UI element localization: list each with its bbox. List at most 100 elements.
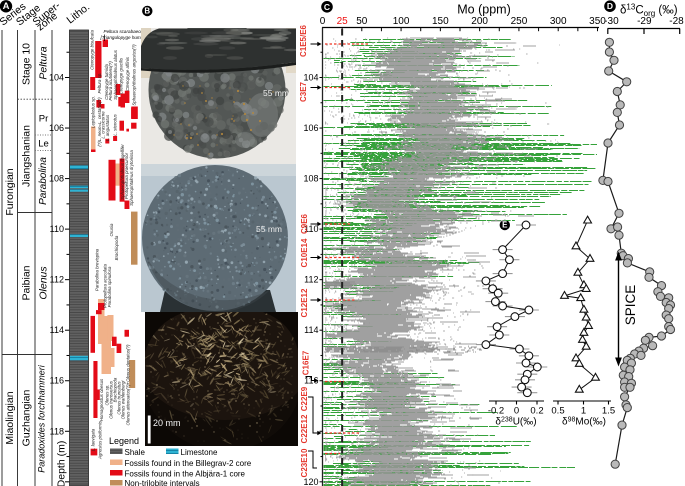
svg-text:Sphaerophtalmus drytonissa: Sphaerophtalmus drytonissa bbox=[129, 150, 134, 206]
svg-text:Parabolina: Parabolina bbox=[38, 157, 49, 205]
svg-text:-0.2: -0.2 bbox=[488, 406, 504, 417]
svg-text:(?)L. neun=L. cestatus(?): (?)L. neun=L. cestatus(?) bbox=[97, 97, 102, 147]
svg-text:Brachiopoda: Brachiopoda bbox=[112, 377, 117, 402]
svg-text:Parabolina spinulosa: Parabolina spinulosa bbox=[107, 266, 112, 307]
svg-text:Fossils found in the Billegrav: Fossils found in the Billegrav-2 core bbox=[125, 459, 252, 468]
svg-text:1.5: 1.5 bbox=[602, 406, 615, 417]
svg-text:106: 106 bbox=[49, 123, 64, 133]
svg-text:112: 112 bbox=[50, 275, 64, 285]
svg-text:B: B bbox=[144, 7, 150, 16]
svg-text:Ctenopyge affinis: Ctenopyge affinis bbox=[125, 56, 130, 91]
svg-text:300: 300 bbox=[550, 16, 567, 27]
svg-text:Miaolingian: Miaolingian bbox=[4, 391, 16, 444]
svg-text:Furongian: Furongian bbox=[4, 168, 16, 215]
svg-text:100: 100 bbox=[393, 16, 410, 27]
svg-text:118: 118 bbox=[50, 426, 64, 436]
svg-text:Sphaerophthalmus alatus: Sphaerophthalmus alatus bbox=[113, 49, 118, 100]
svg-text:Ctenopyge bisulcata: Ctenopyge bisulcata bbox=[90, 30, 95, 70]
svg-text:L. crassicorne: L. crassicorne bbox=[100, 111, 105, 139]
svg-text:C12E12: C12E12 bbox=[300, 288, 309, 317]
svg-text:Paradoxides forchhammeri: Paradoxides forchhammeri bbox=[37, 364, 47, 473]
svg-text:Mo (ppm): Mo (ppm) bbox=[457, 3, 510, 17]
svg-text:δ238U(‰): δ238U(‰) bbox=[495, 417, 536, 428]
svg-text:L. laevigata: L. laevigata bbox=[91, 428, 96, 451]
svg-text:55 mm: 55 mm bbox=[263, 88, 289, 98]
svg-text:104: 104 bbox=[303, 73, 318, 83]
svg-text:0.5: 0.5 bbox=[551, 406, 564, 417]
svg-text:C1E5/E6: C1E5/E6 bbox=[299, 24, 308, 57]
svg-text:108: 108 bbox=[303, 174, 318, 184]
svg-text:C22E9: C22E9 bbox=[300, 386, 309, 411]
svg-text:Peltura scarabaeoides: Peltura scarabaeoides bbox=[104, 29, 150, 34]
svg-text:Olenus attenuatus(?)+Olenus de: Olenus attenuatus(?)+Olenus dentatus(?) bbox=[126, 344, 131, 425]
svg-text:Leptoplastus sp.: Leptoplastus sp. bbox=[90, 96, 95, 128]
svg-text:Stage 10: Stage 10 bbox=[20, 43, 32, 85]
svg-text:106: 106 bbox=[303, 123, 318, 133]
svg-text:Homagnostus obesus: Homagnostus obesus bbox=[99, 378, 104, 421]
svg-text:Legend: Legend bbox=[109, 436, 139, 446]
svg-text:Olenus truncatus: Olenus truncatus bbox=[116, 381, 121, 415]
svg-text:Non-trilobite intervals: Non-trilobite intervals bbox=[125, 479, 200, 486]
svg-text:D: D bbox=[607, 1, 613, 11]
svg-text:Depth (m): Depth (m) bbox=[56, 441, 68, 486]
svg-text:C3E7: C3E7 bbox=[299, 81, 308, 102]
svg-text:1: 1 bbox=[581, 406, 586, 417]
svg-text:104: 104 bbox=[49, 73, 64, 83]
svg-text:Peltura sp.: Peltura sp. bbox=[97, 73, 102, 94]
svg-text:350: 350 bbox=[589, 16, 606, 27]
svg-text:Jiangshanian: Jiangshanian bbox=[20, 125, 32, 187]
svg-text:Olenus sp.: Olenus sp. bbox=[104, 385, 109, 406]
svg-text:A: A bbox=[3, 1, 10, 12]
svg-text:Olenus transversus: Olenus transversus bbox=[108, 380, 113, 419]
svg-text:25: 25 bbox=[337, 16, 349, 27]
svg-text:Sphaerophthalmus angustus(?): Sphaerophthalmus angustus(?) bbox=[132, 44, 137, 106]
svg-text:Limestone: Limestone bbox=[181, 448, 218, 457]
svg-text:114: 114 bbox=[304, 325, 318, 335]
svg-text:Peltura: Peltura bbox=[38, 46, 50, 79]
svg-text:-28: -28 bbox=[669, 16, 684, 27]
svg-text:55 mm: 55 mm bbox=[256, 224, 282, 234]
svg-text:Protopeltura acuculata: Protopeltura acuculata bbox=[102, 263, 107, 307]
svg-text:Peltura acutidens(?): Peltura acutidens(?) bbox=[108, 61, 113, 101]
svg-text:L. angustatus: L. angustatus bbox=[105, 114, 110, 141]
svg-text:0.2: 0.2 bbox=[530, 406, 543, 417]
svg-text:Orusia: Orusia bbox=[109, 223, 114, 236]
svg-text:108: 108 bbox=[49, 174, 64, 184]
svg-text:0: 0 bbox=[320, 16, 326, 27]
svg-text:E: E bbox=[502, 221, 508, 230]
svg-text:-29: -29 bbox=[637, 16, 652, 27]
svg-text:50: 50 bbox=[356, 16, 368, 27]
svg-text:112: 112 bbox=[304, 275, 318, 285]
svg-text:Olenus wahlenbergi: Olenus wahlenbergi bbox=[120, 380, 125, 420]
svg-text:δ98Mo(‰): δ98Mo(‰) bbox=[562, 417, 606, 428]
svg-text:[Triangulopyge humilis: [Triangulopyge humilis bbox=[100, 35, 147, 40]
svg-text:Ctenopyge tumida: Ctenopyge tumida bbox=[104, 64, 109, 100]
svg-text:Brachiopoda: Brachiopoda bbox=[114, 235, 119, 260]
svg-text:L. stenotus: L. stenotus bbox=[113, 113, 118, 135]
svg-text:250: 250 bbox=[511, 16, 528, 27]
svg-text:δ13Corg (‰): δ13Corg (‰) bbox=[620, 3, 678, 19]
svg-text:C: C bbox=[324, 2, 330, 12]
svg-text:20 mm: 20 mm bbox=[153, 418, 181, 428]
svg-text:114: 114 bbox=[50, 325, 64, 335]
svg-text:Le: Le bbox=[38, 139, 49, 150]
svg-text:200: 200 bbox=[471, 16, 488, 27]
svg-text:110: 110 bbox=[304, 224, 318, 234]
svg-text:C22E12: C22E12 bbox=[300, 414, 309, 443]
svg-text:C23E10: C23E10 bbox=[300, 448, 309, 477]
svg-text:Sphaerophthalmus flagellifer: Sphaerophthalmus flagellifer bbox=[120, 144, 125, 200]
svg-text:120: 120 bbox=[303, 477, 318, 486]
svg-text:Agnostus pisiformis: Agnostus pisiformis bbox=[98, 420, 103, 460]
svg-text:Ctenopyge gracilis: Ctenopyge gracilis bbox=[119, 57, 124, 94]
svg-text:SPICE: SPICE bbox=[623, 285, 638, 326]
svg-text:Parabolina brevispina: Parabolina brevispina bbox=[95, 248, 100, 291]
svg-text:116: 116 bbox=[50, 376, 64, 386]
svg-text:Paibian: Paibian bbox=[20, 265, 32, 300]
svg-text:150: 150 bbox=[432, 16, 449, 27]
svg-text:110: 110 bbox=[50, 224, 64, 234]
svg-text:Olenus: Olenus bbox=[38, 266, 50, 300]
svg-text:0: 0 bbox=[514, 406, 519, 417]
svg-text:C10E14: C10E14 bbox=[300, 238, 309, 267]
svg-text:Guzhangian: Guzhangian bbox=[20, 390, 32, 447]
svg-text:Pr: Pr bbox=[39, 114, 49, 125]
